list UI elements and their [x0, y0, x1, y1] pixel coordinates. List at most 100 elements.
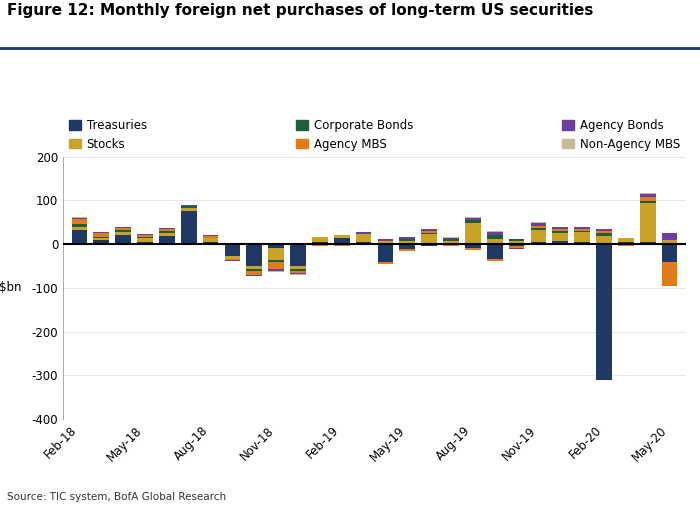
Bar — [552, 229, 568, 231]
Bar — [487, 235, 503, 239]
Bar — [159, 231, 175, 233]
Bar — [465, 248, 481, 250]
Bar — [596, 229, 612, 231]
Bar — [640, 203, 656, 242]
Bar — [116, 232, 131, 235]
Bar — [618, 238, 634, 242]
Bar — [71, 217, 88, 218]
Bar — [421, 229, 437, 231]
Bar — [421, 233, 437, 234]
Bar — [268, 247, 284, 260]
Bar — [225, 259, 240, 260]
Bar — [93, 240, 109, 244]
Bar — [268, 262, 284, 270]
Bar — [443, 239, 459, 240]
Bar — [159, 229, 175, 231]
Bar — [290, 270, 306, 271]
Bar — [552, 240, 568, 244]
Text: Figure 12: Monthly foreign net purchases of long-term US securities: Figure 12: Monthly foreign net purchases… — [7, 3, 594, 18]
Bar — [574, 230, 590, 232]
Bar — [465, 220, 481, 223]
Bar — [552, 227, 568, 229]
Bar — [116, 227, 131, 228]
Bar — [203, 236, 218, 237]
Bar — [71, 219, 88, 224]
Bar — [640, 242, 656, 244]
Bar — [93, 233, 109, 237]
Bar — [487, 244, 503, 260]
Bar — [531, 226, 546, 228]
Bar — [377, 263, 393, 264]
Bar — [400, 239, 415, 240]
Bar — [203, 235, 218, 236]
Bar — [509, 248, 524, 249]
Bar — [225, 257, 240, 259]
Bar — [356, 234, 372, 242]
Bar — [662, 262, 678, 286]
Bar — [203, 237, 218, 238]
Bar — [334, 237, 349, 244]
Bar — [312, 244, 328, 246]
Bar — [203, 238, 218, 242]
Bar — [159, 228, 175, 229]
Bar — [509, 239, 524, 240]
Bar — [552, 231, 568, 233]
Bar — [268, 271, 284, 272]
Bar — [377, 244, 393, 263]
Bar — [246, 244, 262, 266]
Bar — [268, 244, 284, 247]
Bar — [181, 205, 197, 206]
Bar — [203, 242, 218, 244]
Bar — [137, 235, 153, 237]
Bar — [137, 234, 153, 235]
Bar — [574, 242, 590, 244]
Bar — [421, 234, 437, 244]
Bar — [400, 249, 415, 251]
Bar — [181, 208, 197, 211]
Bar — [71, 227, 88, 230]
Bar — [159, 236, 175, 244]
Bar — [377, 240, 393, 244]
Bar — [312, 242, 328, 244]
Bar — [662, 233, 678, 240]
Text: Source: TIC system, BofA Global Research: Source: TIC system, BofA Global Research — [7, 492, 226, 502]
Bar — [487, 239, 503, 244]
Bar — [487, 260, 503, 261]
Bar — [574, 232, 590, 242]
Bar — [116, 230, 131, 232]
Bar — [618, 244, 634, 246]
Bar — [596, 236, 612, 244]
Bar — [246, 275, 262, 276]
Bar — [596, 244, 612, 380]
Bar — [531, 242, 546, 244]
Bar — [137, 242, 153, 244]
Bar — [137, 237, 153, 238]
Bar — [509, 246, 524, 248]
Bar — [465, 244, 481, 248]
Bar — [596, 231, 612, 233]
Bar — [159, 233, 175, 236]
Bar — [71, 218, 88, 219]
Legend: Treasuries, Stocks, Corporate Bonds, Agency MBS, Agency Bonds, Non-Agency MBS: Treasuries, Stocks, Corporate Bonds, Age… — [69, 119, 680, 150]
Bar — [443, 237, 459, 239]
Bar — [531, 230, 546, 242]
Bar — [246, 271, 262, 275]
Bar — [225, 260, 240, 261]
Y-axis label: $bn: $bn — [0, 281, 21, 294]
Bar — [334, 235, 349, 237]
Bar — [356, 232, 372, 234]
Bar — [574, 227, 590, 229]
Bar — [640, 201, 656, 203]
Bar — [334, 244, 349, 246]
Bar — [531, 228, 546, 230]
Bar — [400, 237, 415, 239]
Bar — [421, 231, 437, 233]
Bar — [71, 230, 88, 244]
Bar — [356, 242, 372, 244]
Bar — [290, 266, 306, 270]
Bar — [421, 244, 437, 246]
Bar — [116, 228, 131, 230]
Bar — [290, 271, 306, 273]
Bar — [400, 240, 415, 244]
Bar — [662, 244, 678, 262]
